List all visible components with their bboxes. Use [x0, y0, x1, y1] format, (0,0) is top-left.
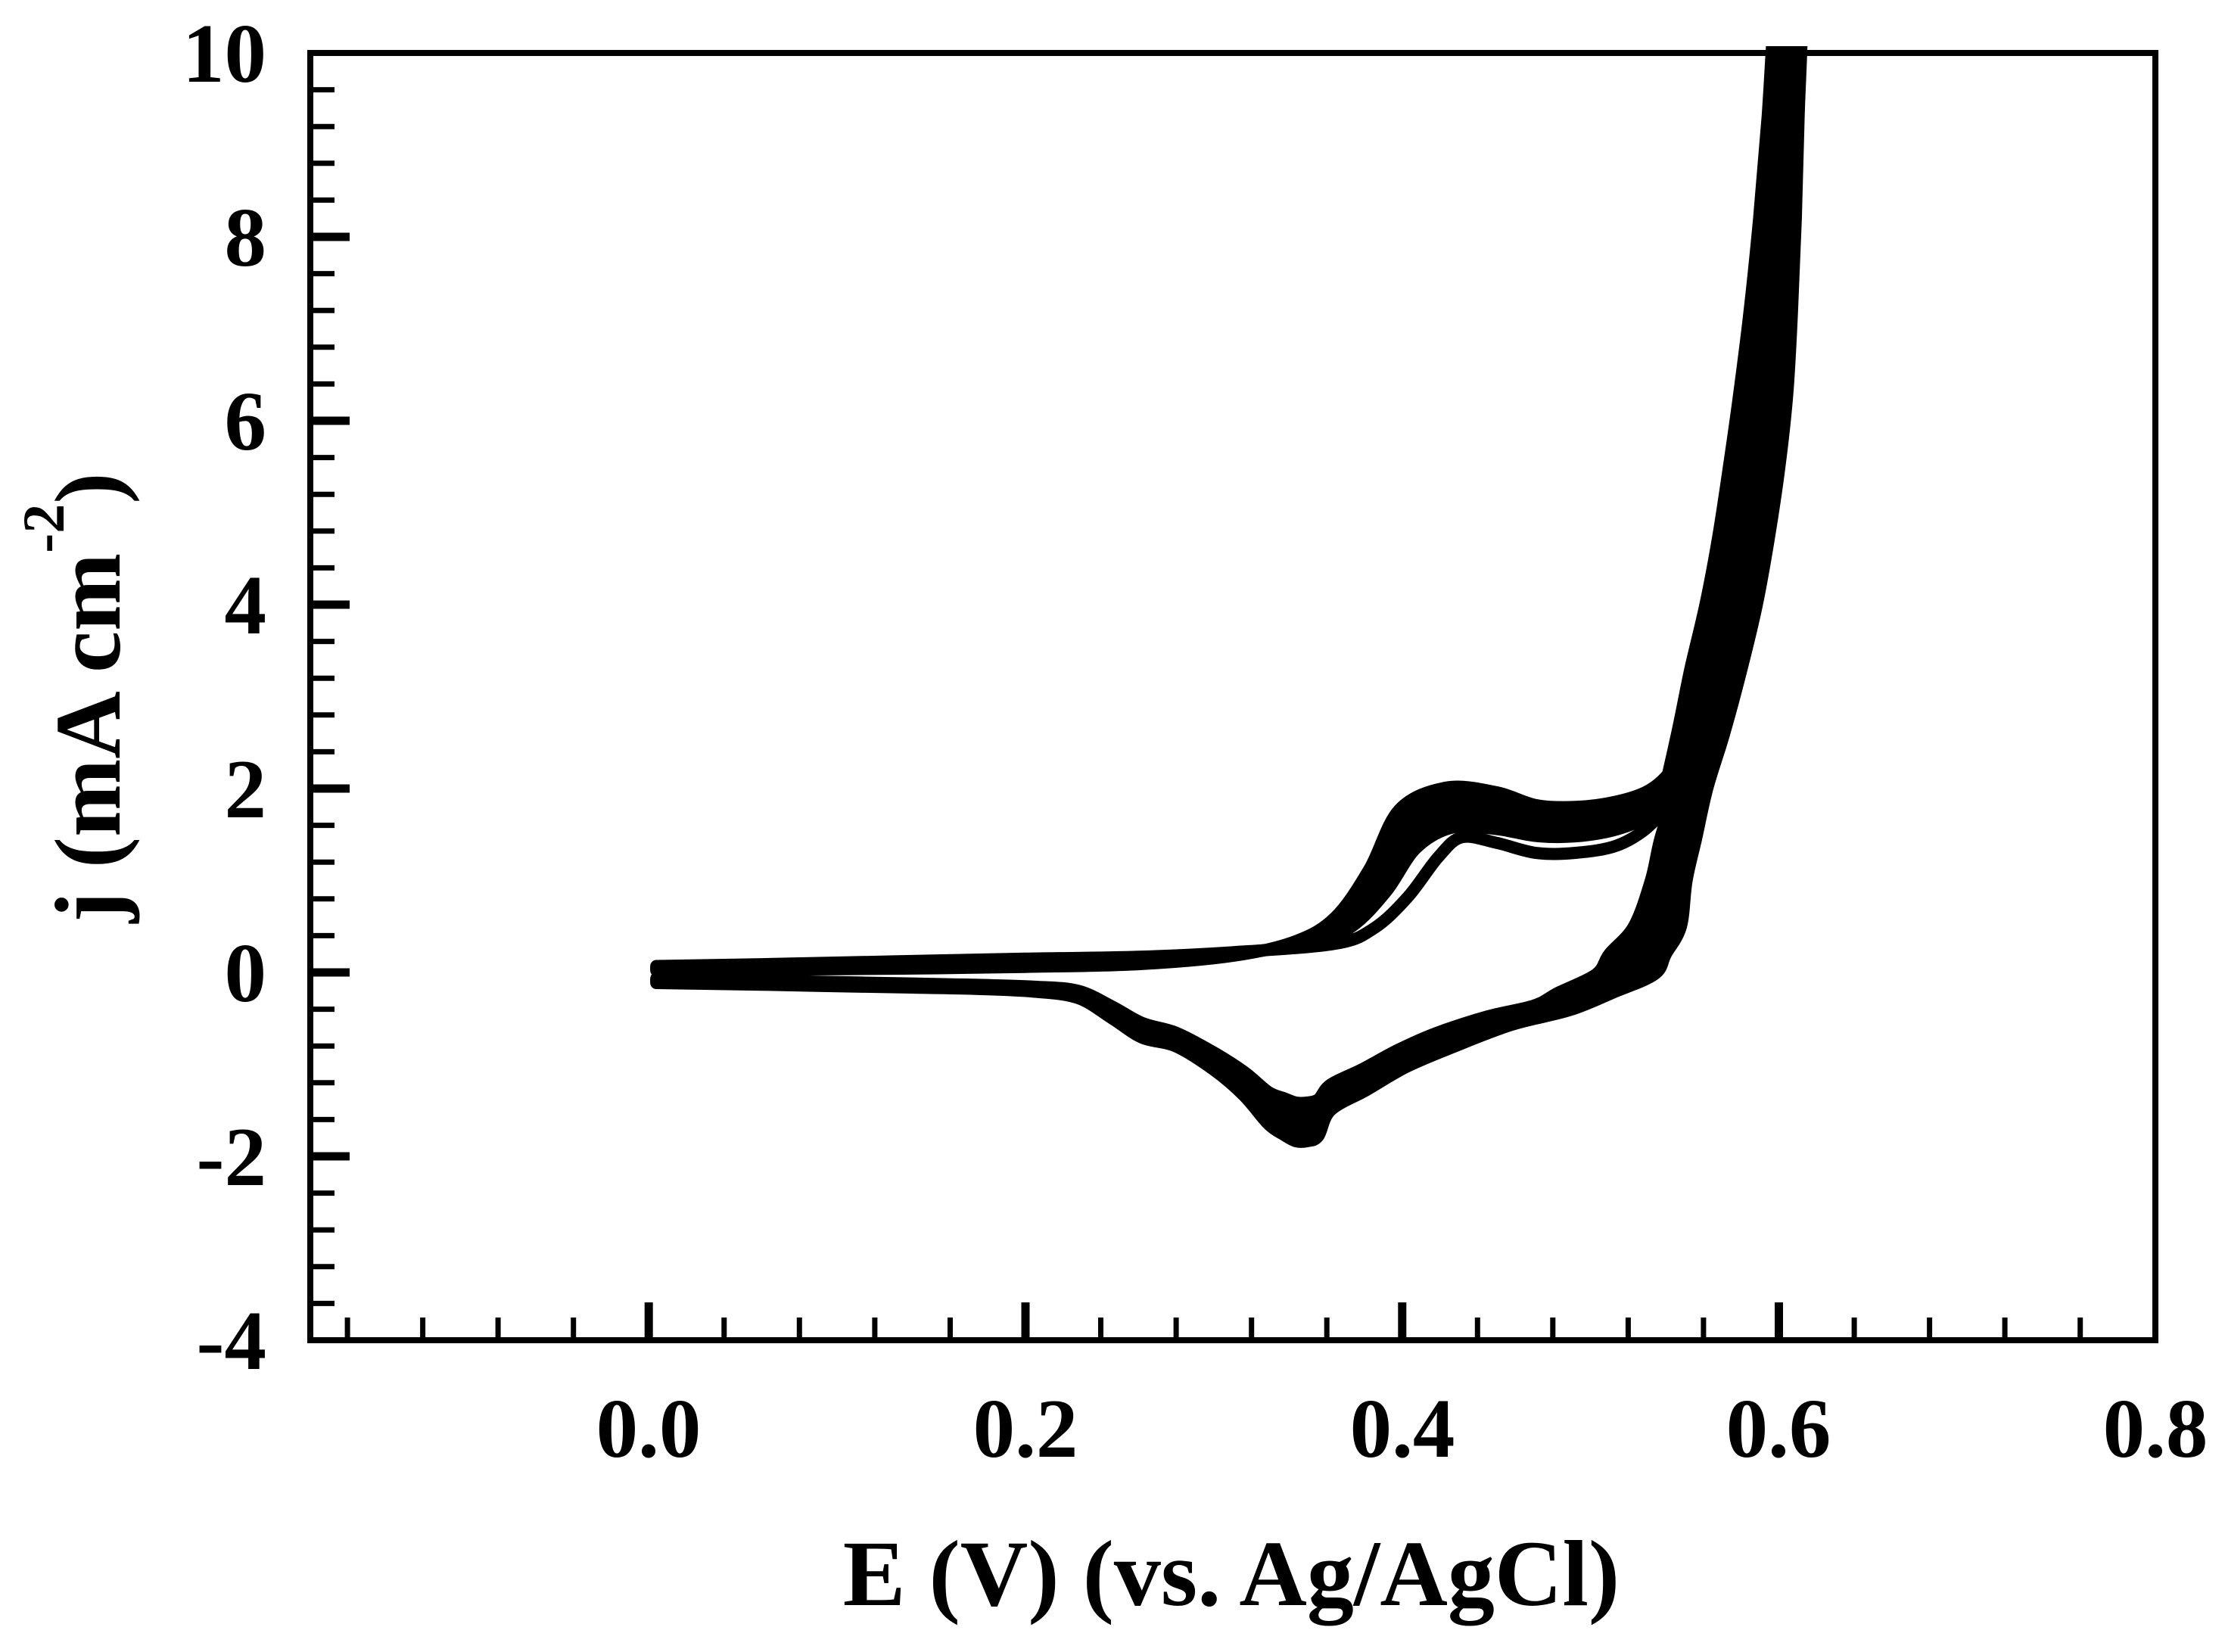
svg-text:-4: -4 — [197, 1295, 266, 1388]
svg-text:0.8: 0.8 — [2103, 1383, 2208, 1476]
svg-text:0.0: 0.0 — [596, 1383, 702, 1476]
svg-text:-2: -2 — [197, 1111, 266, 1204]
svg-text:2: 2 — [225, 743, 267, 836]
svg-text:4: 4 — [225, 559, 267, 652]
svg-text:E (V) (vs. Ag/AgCl): E (V) (vs. Ag/AgCl) — [843, 1522, 1620, 1626]
svg-text:0.4: 0.4 — [1350, 1383, 1455, 1476]
svg-text:10: 10 — [182, 8, 266, 101]
svg-text:6: 6 — [225, 375, 267, 468]
svg-text:0.2: 0.2 — [973, 1383, 1078, 1476]
svg-text:0.6: 0.6 — [1726, 1383, 1831, 1476]
svg-text:8: 8 — [225, 191, 267, 285]
svg-text:0: 0 — [225, 927, 267, 1020]
